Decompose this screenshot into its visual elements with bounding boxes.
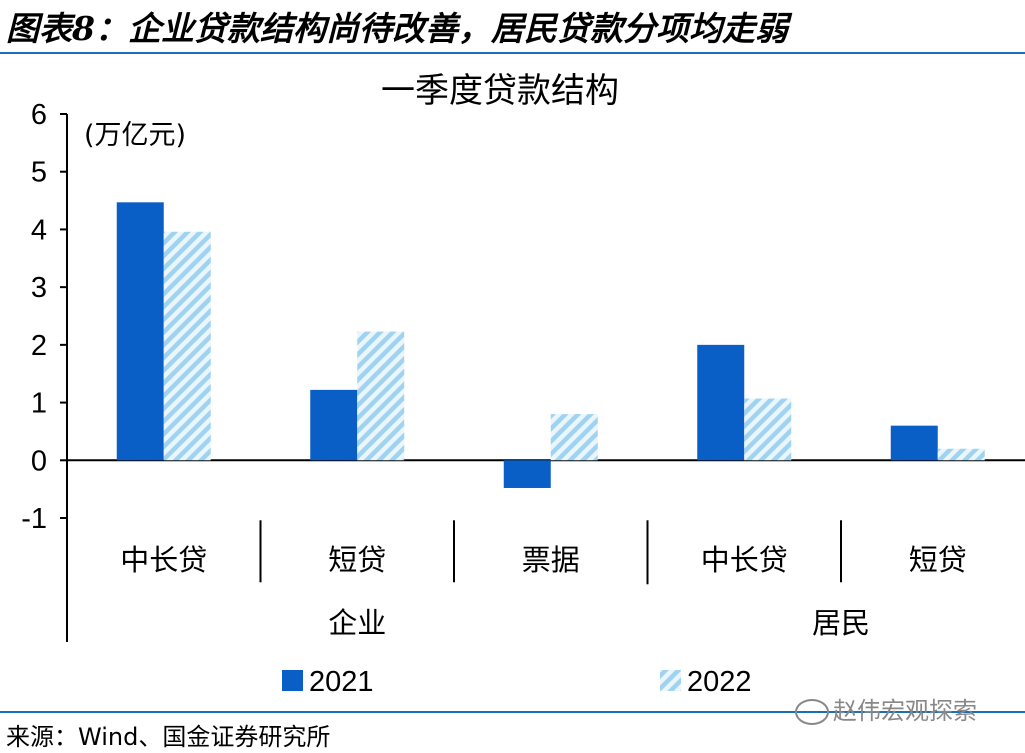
source-rule [0, 711, 1025, 713]
y-tick-label: 1 [31, 388, 47, 420]
legend-label: 2021 [309, 666, 374, 698]
unit-label: (万亿元) [84, 120, 186, 151]
category-label: 票据 [522, 543, 580, 577]
chart-title: 一季度贷款结构 [381, 71, 619, 111]
category-label: 短贷 [328, 543, 386, 577]
watermark: 赵伟宏观探索 [795, 691, 977, 726]
category-label: 短贷 [909, 543, 967, 577]
bar-2022-3 [744, 398, 792, 461]
bar-2022-4 [937, 448, 985, 461]
y-tick-label: 5 [31, 157, 47, 189]
bar-2022-2 [550, 414, 598, 461]
bar-2022-0 [163, 231, 211, 461]
category-label: 中长贷 [701, 543, 788, 577]
bar-2022-1 [357, 331, 405, 461]
group-label: 居民 [812, 606, 870, 640]
category-label: 中长贷 [120, 543, 207, 577]
bar-2021-0 [116, 202, 164, 461]
y-tick-label: 2 [31, 330, 47, 362]
bar-2021-4 [890, 425, 938, 461]
y-tick-label: 0 [31, 445, 47, 477]
y-tick-label: 6 [31, 99, 47, 131]
group-label: 企业 [328, 606, 386, 640]
title-rule [0, 52, 1025, 54]
bar-2021-2 [503, 460, 551, 488]
bar-2021-1 [310, 389, 358, 461]
y-tick-label: 4 [31, 214, 47, 246]
source-note: 来源：Wind、国金证券研究所 [6, 723, 331, 751]
figure-title: 图表8：企业贷款结构尚待改善，居民贷款分项均走弱 [6, 9, 788, 48]
legend-swatch-2022 [660, 670, 681, 691]
bar-2021-3 [697, 344, 745, 461]
wechat-icon [795, 699, 829, 725]
y-tick-label: 3 [31, 272, 47, 304]
legend-label: 2022 [687, 666, 752, 698]
legend-swatch-2021 [282, 670, 303, 691]
watermark-text: 赵伟宏观探索 [833, 697, 977, 725]
y-tick-label: -1 [21, 503, 47, 535]
